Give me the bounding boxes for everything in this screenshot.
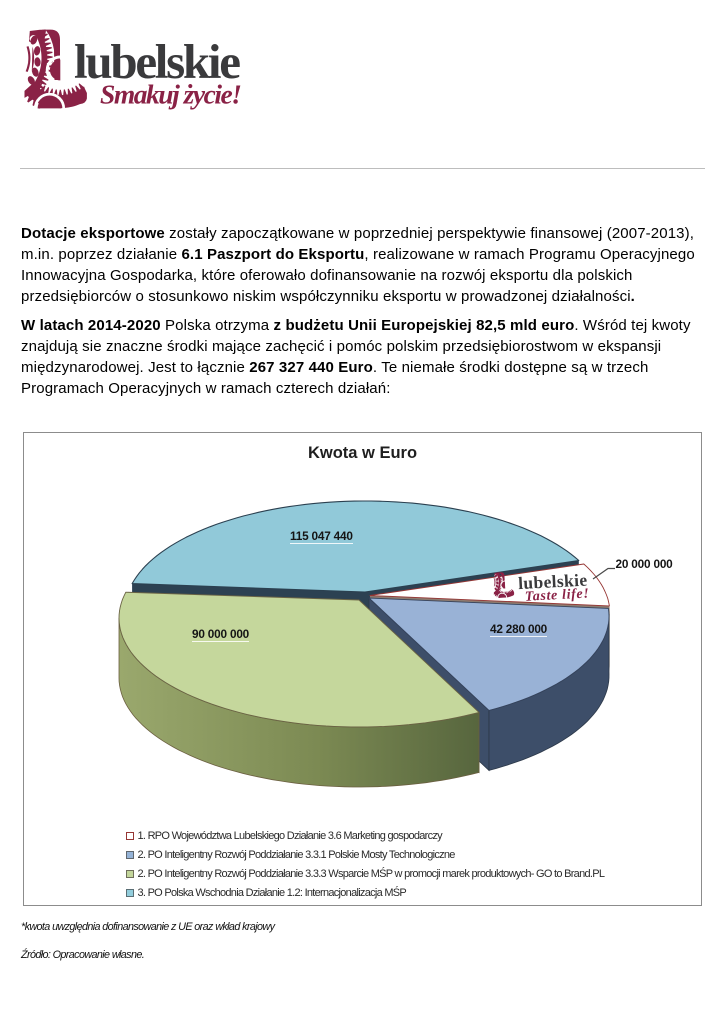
svg-text:lubelskie: lubelskie [74, 34, 241, 89]
svg-text:Taste life!: Taste life! [525, 587, 590, 605]
svg-text:lubelskie: lubelskie [518, 570, 588, 594]
svg-text:Smakuj życie!: Smakuj życie! [100, 79, 242, 110]
